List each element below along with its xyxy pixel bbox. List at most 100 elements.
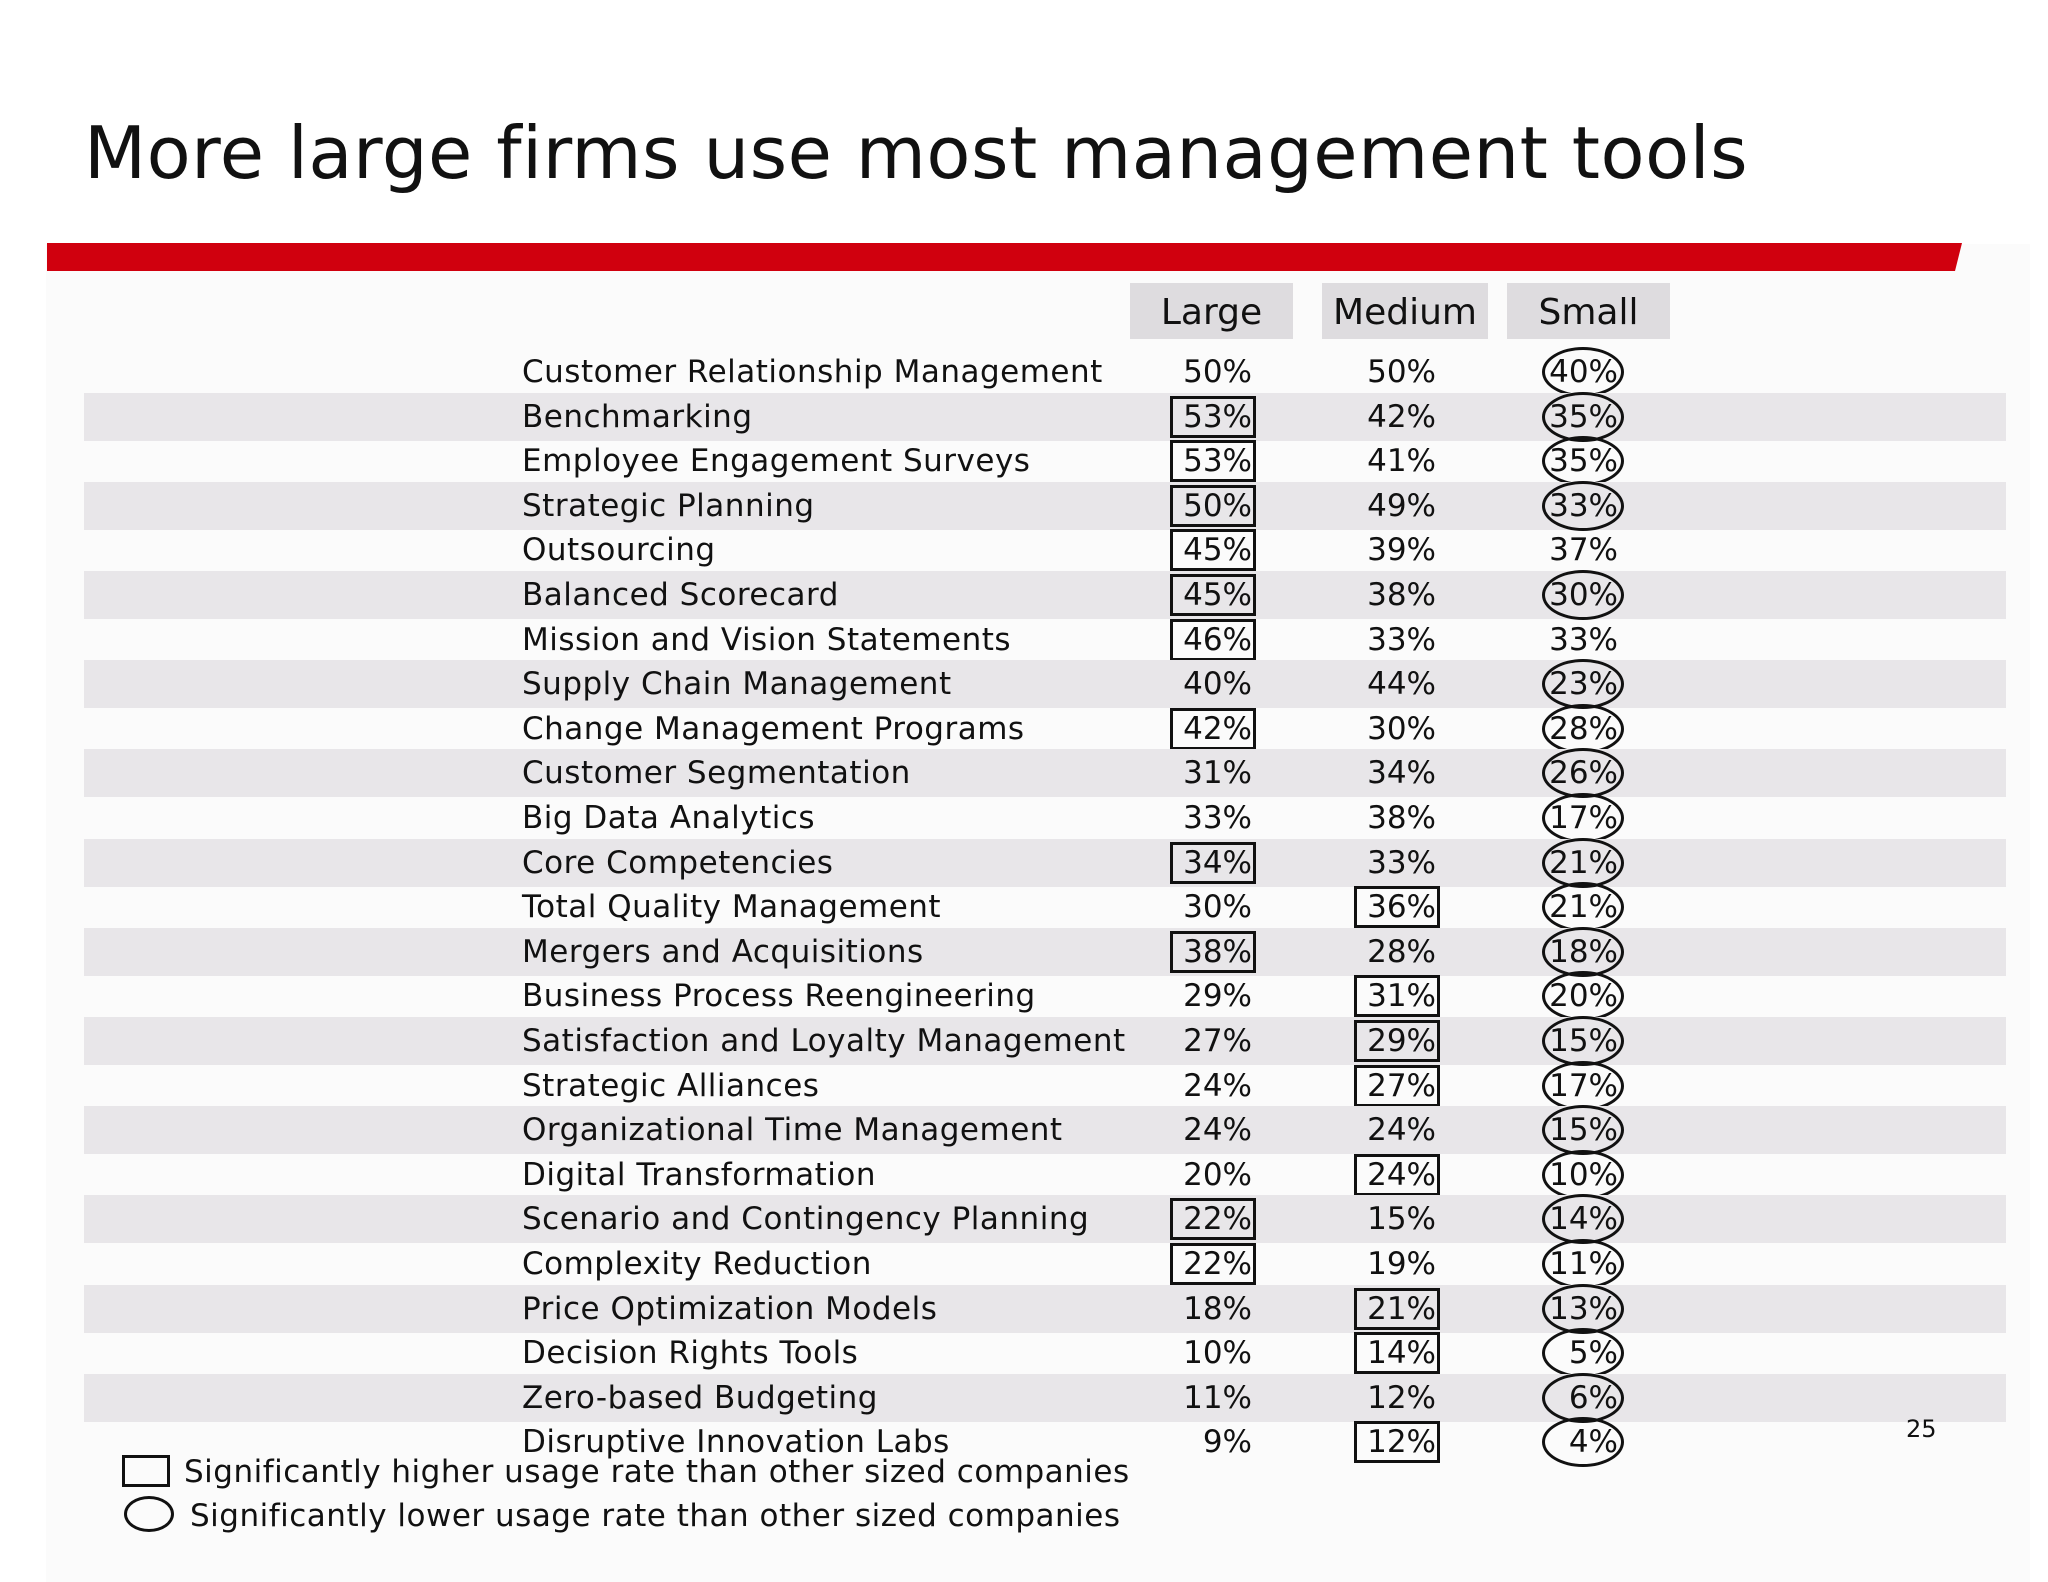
cell-small: 33%	[1549, 621, 1618, 658]
cell-large: 45%	[1183, 532, 1252, 569]
slide-background	[46, 244, 2030, 1582]
lower-usage-ellipse	[1542, 1239, 1624, 1289]
slide-title: More large firms use most management too…	[84, 111, 1749, 195]
lower-usage-ellipse	[1542, 436, 1624, 487]
lower-usage-ellipse	[1542, 659, 1624, 710]
cell-medium: 15%	[1367, 1201, 1436, 1238]
higher-usage-box	[1354, 975, 1440, 1018]
lower-usage-ellipse	[1542, 882, 1624, 933]
lower-usage-ellipse	[1542, 347, 1624, 397]
higher-usage-box	[1170, 574, 1256, 616]
row-label: Strategic Planning	[522, 487, 815, 524]
cell-medium: 42%	[1367, 398, 1436, 435]
cell-large: 38%	[1183, 933, 1252, 970]
higher-usage-box	[1170, 841, 1256, 884]
lower-usage-ellipse	[1542, 570, 1624, 620]
cell-large: 30%	[1183, 889, 1252, 926]
higher-usage-box	[1170, 1243, 1256, 1285]
higher-usage-box	[1170, 440, 1256, 483]
higher-usage-box	[1170, 1198, 1256, 1241]
higher-usage-box	[1170, 484, 1256, 527]
cell-medium: 24%	[1367, 1112, 1436, 1149]
cell-large: 22%	[1183, 1246, 1252, 1282]
row-label: Scenario and Contingency Planning	[522, 1201, 1090, 1238]
row-label: Business Process Reengineering	[522, 978, 1036, 1015]
cell-medium: 34%	[1367, 755, 1436, 792]
cell-medium: 50%	[1367, 354, 1436, 390]
cell-large: 50%	[1183, 354, 1252, 390]
cell-large: 53%	[1183, 398, 1252, 435]
page-number: 25	[1906, 1415, 1937, 1443]
cell-large: 24%	[1183, 1112, 1252, 1149]
cell-large: 29%	[1183, 978, 1252, 1015]
lower-usage-ellipse	[1542, 1372, 1624, 1423]
accent-bar-shape	[47, 243, 1962, 271]
row-band	[84, 481, 2006, 530]
higher-usage-box	[1354, 1332, 1440, 1375]
cell-medium: 19%	[1367, 1246, 1436, 1282]
cell-large: 40%	[1183, 666, 1252, 703]
row-band	[84, 749, 2006, 798]
lower-usage-ellipse	[1542, 703, 1624, 754]
cell-large: 20%	[1183, 1156, 1252, 1193]
row-label: Mission and Vision Statements	[522, 621, 1012, 658]
row-band	[84, 1373, 2006, 1422]
row-band	[84, 660, 2006, 709]
cell-medium: 39%	[1367, 532, 1436, 569]
cell-large: 33%	[1183, 800, 1252, 836]
row-band	[84, 838, 2006, 887]
row-band	[84, 927, 2006, 976]
higher-usage-box	[1354, 1020, 1440, 1062]
lower-usage-ellipse	[1542, 391, 1624, 442]
lower-usage-ellipse	[1542, 1149, 1624, 1200]
cell-large: 27%	[1183, 1023, 1252, 1059]
cell-medium: 44%	[1367, 666, 1436, 703]
row-label: Complexity Reduction	[522, 1246, 872, 1282]
row-label: Total Quality Management	[522, 889, 942, 926]
lower-usage-ellipse	[1542, 837, 1624, 888]
cell-medium: 12%	[1367, 1379, 1436, 1416]
cell-small: 37%	[1549, 532, 1618, 569]
row-label: Mergers and Acquisitions	[522, 933, 924, 970]
lower-usage-ellipse	[1542, 1105, 1624, 1156]
cell-medium: 38%	[1367, 577, 1436, 613]
legend-lower-text: Significantly lower usage rate than othe…	[190, 1498, 1121, 1534]
cell-large: 45%	[1183, 577, 1252, 613]
row-label: Core Competencies	[522, 844, 834, 881]
row-label: Big Data Analytics	[522, 800, 816, 836]
cell-medium: 12%	[1367, 1424, 1436, 1461]
cell-medium: 36%	[1367, 889, 1436, 926]
lower-usage-ellipse	[1542, 1060, 1624, 1111]
higher-usage-box	[1170, 395, 1256, 438]
cell-large: 42%	[1183, 710, 1252, 747]
accent-bar	[47, 243, 1962, 271]
cell-medium: 29%	[1367, 1023, 1436, 1059]
row-band	[84, 1284, 2006, 1333]
lower-usage-ellipse	[1542, 1283, 1624, 1334]
cell-medium: 33%	[1367, 844, 1436, 881]
higher-usage-box	[1354, 886, 1440, 929]
row-band	[84, 392, 2006, 441]
higher-usage-box	[1170, 618, 1256, 661]
higher-usage-box	[1170, 707, 1256, 750]
cell-large: 11%	[1183, 1379, 1252, 1416]
cell-medium: 21%	[1367, 1290, 1436, 1327]
cell-medium: 14%	[1367, 1335, 1436, 1372]
lower-usage-ellipse	[1542, 480, 1624, 531]
cell-medium: 31%	[1367, 978, 1436, 1015]
cell-large: 18%	[1183, 1290, 1252, 1327]
cell-large: 53%	[1183, 443, 1252, 480]
row-label: Decision Rights Tools	[522, 1335, 859, 1372]
higher-usage-box	[1354, 1064, 1440, 1107]
row-label: Change Management Programs	[522, 710, 1025, 747]
higher-usage-box	[1170, 529, 1256, 572]
cell-large: 31%	[1183, 755, 1252, 792]
row-label: Zero-based Budgeting	[522, 1379, 878, 1416]
row-label: Digital Transformation	[522, 1156, 876, 1193]
row-band	[84, 1106, 2006, 1155]
lower-usage-ellipse	[1542, 1016, 1624, 1066]
cell-medium: 49%	[1367, 487, 1436, 524]
lower-usage-ellipse	[1542, 1328, 1624, 1379]
row-label: Supply Chain Management	[522, 666, 952, 703]
higher-usage-box	[1354, 1421, 1440, 1464]
